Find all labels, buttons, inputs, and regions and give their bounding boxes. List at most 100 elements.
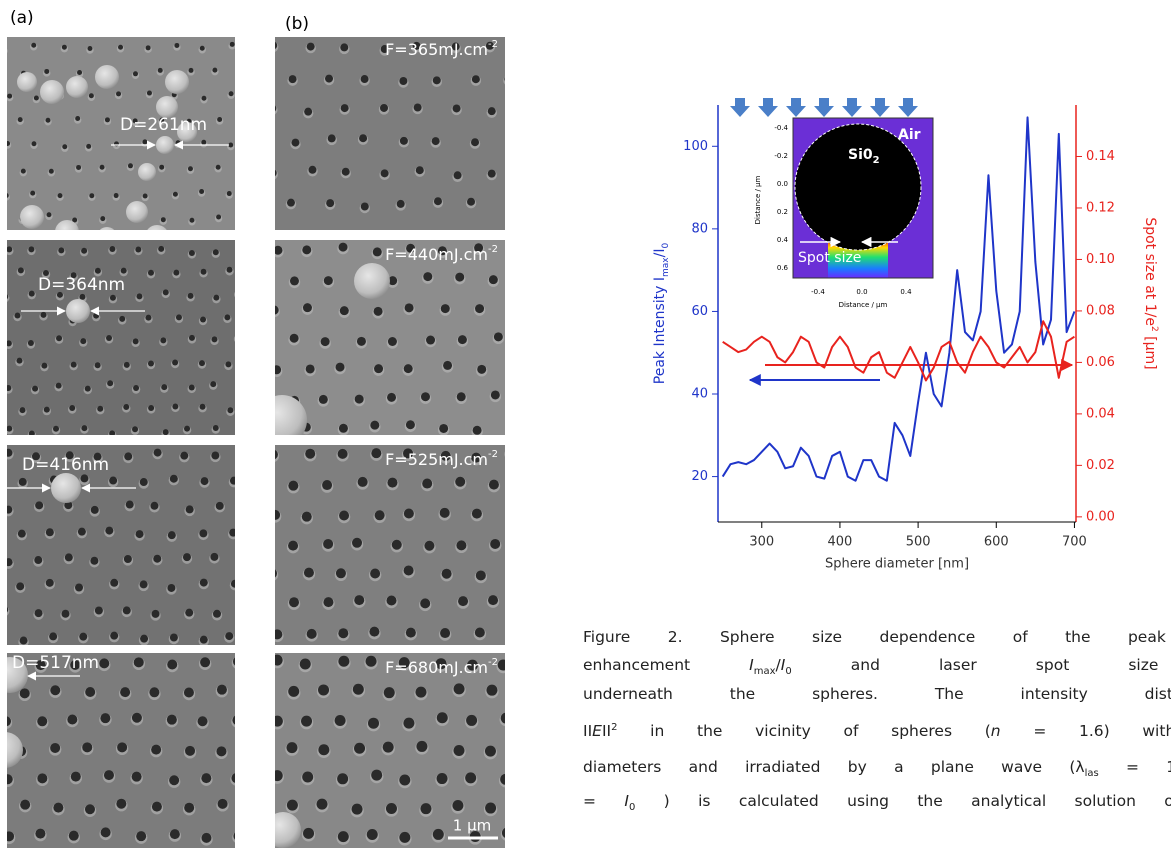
sem-hole-rim	[506, 199, 516, 209]
sem-hole	[318, 684, 329, 695]
sem-hole	[121, 268, 127, 274]
sem-hole	[235, 335, 241, 341]
sem-hole	[120, 687, 130, 697]
size-label: D=364nm	[38, 275, 125, 295]
sem-sphere	[165, 70, 189, 94]
sem-hole	[392, 540, 402, 550]
inset-y-tick: -0.2	[774, 152, 788, 160]
sem-hole	[240, 380, 246, 386]
sem-hole-rim	[527, 478, 539, 490]
sem-hole-rim	[249, 742, 261, 754]
sem-hole	[287, 199, 295, 207]
incident-arrow	[842, 98, 862, 117]
sem-hole-rim	[240, 501, 250, 511]
sem-hole	[95, 362, 101, 368]
sem-hole	[268, 104, 276, 112]
sem-hole	[140, 580, 148, 588]
caption-line: underneath the spheres. The intensity di…	[583, 685, 1171, 703]
inset-spot: Spot size	[798, 250, 861, 266]
sem-hole-rim	[519, 43, 529, 53]
sem-hole	[71, 362, 77, 368]
sem-hole	[371, 448, 381, 458]
sem-hole-rim	[241, 68, 248, 75]
sem-hole	[375, 510, 385, 520]
sem-hole	[216, 165, 221, 170]
sem-hole	[201, 773, 211, 783]
sem-hole	[518, 683, 529, 694]
sem-hole	[509, 366, 518, 375]
sem-hole	[212, 68, 217, 73]
caption-text: enhancement	[583, 656, 749, 674]
sem-hole	[454, 171, 462, 179]
sem-hole	[230, 42, 235, 47]
sem-hole	[132, 426, 138, 432]
sem-hole-rim	[506, 134, 516, 144]
sem-hole	[5, 141, 10, 146]
sem-hole	[152, 802, 162, 812]
sem-hole	[189, 218, 194, 223]
sem-hole	[386, 595, 396, 605]
sem-hole	[454, 745, 465, 756]
sem-hole	[118, 45, 123, 50]
sem-hole	[100, 713, 110, 723]
sem-hole	[61, 610, 69, 618]
x-tick-label: 400	[828, 535, 853, 550]
sem-hole	[248, 313, 254, 319]
sem-hole	[475, 628, 485, 638]
sem-hole	[325, 75, 333, 83]
sem-hole	[458, 596, 468, 606]
sem-hole	[511, 423, 520, 432]
sem-hole	[169, 775, 179, 785]
sem-hole	[45, 118, 50, 123]
sem-hole	[34, 556, 42, 564]
caption: Figure 2. Sphere size dependence of the …	[583, 628, 1171, 848]
sem-hole	[269, 41, 277, 49]
sem-image	[1, 240, 259, 439]
sem-content	[0, 653, 262, 848]
sem-hole	[258, 44, 263, 49]
sem-hole	[406, 628, 416, 638]
measured-sphere	[51, 473, 81, 503]
sem-hole-rim	[234, 290, 242, 298]
sem-hole	[176, 314, 182, 320]
sem-hole	[328, 134, 336, 142]
sem-hole	[105, 117, 110, 122]
sem-hole-rim	[509, 510, 521, 522]
sem-bg	[275, 445, 505, 645]
sem-hole	[161, 384, 167, 390]
sem-hole	[272, 629, 282, 639]
sem-hole	[339, 510, 349, 520]
sem-hole	[233, 831, 243, 841]
sem-content	[0, 37, 264, 263]
sem-hole	[37, 773, 47, 783]
sem-hole	[95, 268, 101, 274]
sem-hole-rim	[247, 685, 259, 697]
sem-hole	[75, 116, 80, 121]
sem-hole	[308, 166, 316, 174]
sem-hole	[4, 831, 14, 841]
sem-hole	[241, 245, 247, 251]
sem-hole	[440, 508, 450, 518]
sem-hole	[124, 452, 132, 460]
sem-hole	[116, 799, 126, 809]
sem-hole	[458, 335, 467, 344]
sem-hole	[99, 658, 109, 668]
sem-hole	[80, 338, 86, 344]
sem-sphere	[126, 201, 148, 223]
sem-hole	[494, 332, 503, 341]
sem-hole	[100, 216, 105, 221]
x-tick-label: 300	[749, 535, 774, 550]
sem-hole	[93, 313, 99, 319]
sem-hole	[0, 606, 8, 614]
sem-hole	[31, 141, 36, 146]
fluence-exponent: -2	[488, 39, 498, 50]
sem-hole	[147, 91, 152, 96]
sem-hole	[526, 601, 536, 611]
sem-hole	[358, 477, 368, 487]
sem-hole	[340, 306, 349, 315]
sem-hole	[383, 742, 394, 753]
sem-hole	[241, 500, 249, 508]
sem-hole	[416, 166, 424, 174]
sem-hole	[340, 43, 348, 51]
sem-hole	[148, 361, 154, 367]
